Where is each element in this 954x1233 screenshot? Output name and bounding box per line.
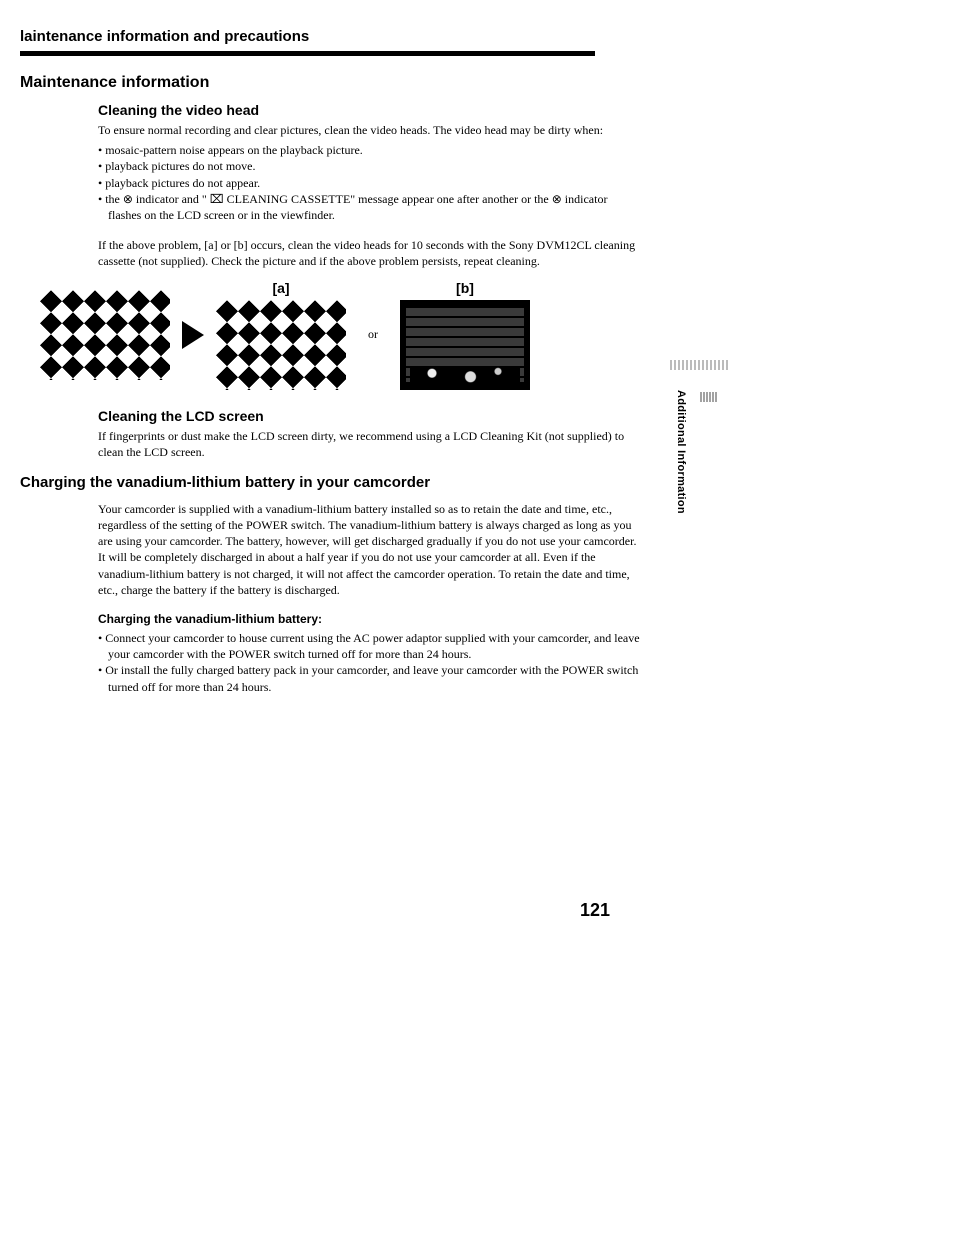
cleaning-head-intro: To ensure normal recording and clear pic… (98, 122, 640, 138)
header-rule (20, 51, 595, 56)
mosaic-noise-illustration (216, 300, 346, 390)
scan-artifact (670, 360, 730, 370)
arrow-right-icon (182, 321, 204, 349)
figure-a-left (40, 290, 170, 380)
subhead-charging-steps: Charging the vanadium-lithium battery: (98, 612, 640, 626)
mosaic-noise-illustration (40, 290, 170, 380)
cleaning-head-bullets: mosaic-pattern noise appears on the play… (98, 142, 640, 223)
bullet-item: playback pictures do not move. (98, 158, 640, 174)
bullet-item: mosaic-pattern noise appears on the play… (98, 142, 640, 158)
subhead-cleaning-video-head: Cleaning the video head (98, 102, 640, 118)
bullet-item: the ⊗ indicator and " ⌧ CLEANING CASSETT… (98, 191, 640, 223)
figure-b: [b] (400, 280, 530, 390)
charging-bullets: Connect your camcorder to house current … (98, 630, 640, 695)
bullet-item: playback pictures do not appear. (98, 175, 640, 191)
section-title-charging: Charging the vanadium-lithium battery in… (20, 474, 640, 491)
subhead-cleaning-lcd: Cleaning the LCD screen (98, 408, 640, 424)
figure-label-b: [b] (400, 280, 530, 296)
figure-row: [a] or [b] (40, 280, 640, 390)
page-content: laintenance information and precautions … (20, 28, 640, 695)
figure-label-a: [a] (216, 280, 346, 296)
running-header: laintenance information and precautions (20, 28, 640, 45)
bullet-item: Or install the fully charged battery pac… (98, 662, 640, 694)
cleaning-lcd-body: If fingerprints or dust make the LCD scr… (98, 428, 640, 460)
cleaning-video-head-block: Cleaning the video head To ensure normal… (98, 102, 640, 270)
charging-body: Your camcorder is supplied with a vanadi… (98, 501, 640, 598)
section-title-maintenance: Maintenance information (20, 74, 640, 92)
cleaning-head-para2: If the above problem, [a] or [b] occurs,… (98, 237, 640, 269)
side-tab-label: Additional Information (675, 390, 687, 514)
figure-a-right: [a] (216, 280, 346, 390)
scan-artifact (700, 392, 718, 402)
cleaning-lcd-block: Cleaning the LCD screen If fingerprints … (98, 408, 640, 460)
page-number: 121 (580, 900, 610, 921)
bars-noise-illustration (400, 300, 530, 390)
charging-block: Your camcorder is supplied with a vanadi… (98, 501, 640, 695)
or-text: or (368, 327, 378, 342)
bullet-item: Connect your camcorder to house current … (98, 630, 640, 662)
